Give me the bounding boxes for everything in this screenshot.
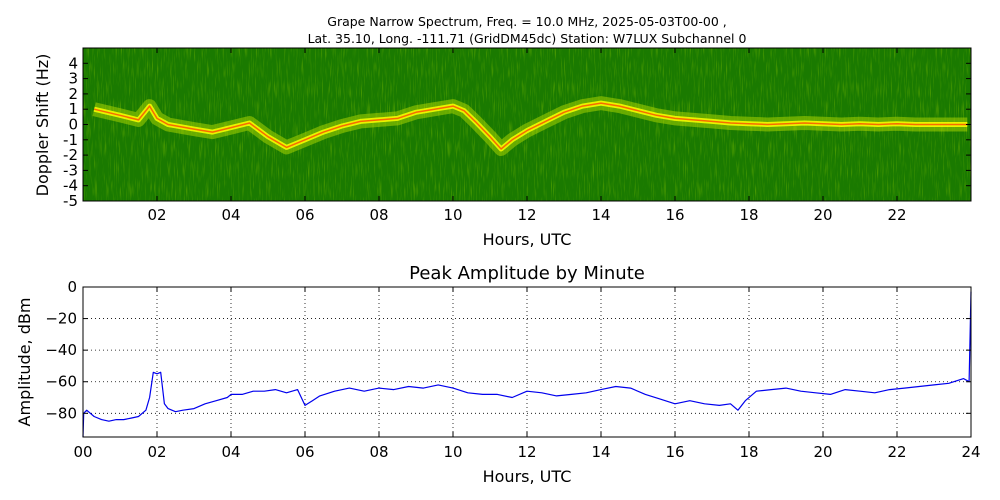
amplitude-x-tick-label: 18 — [739, 443, 758, 461]
spectrogram-y-tick-label: 3 — [68, 70, 78, 88]
spectrogram-x-ticks: 02 04 06 08 10 12 14 16 18 20 22 — [147, 48, 907, 224]
amplitude-x-tick-label: 12 — [517, 443, 536, 461]
amplitude-y-tick-label: −60 — [45, 373, 77, 391]
spectrogram-y-tick-label: -1 — [63, 131, 78, 149]
amplitude-panel: 00 02 04 06 08 10 12 14 16 18 20 22 24 0 −20 −40 −60 −80… — [15, 278, 981, 486]
amplitude-y-label: Amplitude, dBm — [15, 298, 34, 427]
amplitude-x-ticks: 00 02 04 06 08 10 12 14 16 18 20 22 24 — [73, 287, 981, 461]
amplitude-x-tick-label: 20 — [813, 443, 832, 461]
amplitude-x-tick-label: 14 — [591, 443, 610, 461]
amplitude-x-tick-label: 24 — [961, 443, 980, 461]
spectrogram-x-tick-label: 18 — [739, 206, 758, 224]
amplitude-series — [82, 291, 972, 438]
amplitude-x-label: Hours, UTC — [483, 467, 572, 486]
spectrogram-title: Grape Narrow Spectrum, Freq. = 10.0 MHz,… — [83, 13, 971, 47]
amplitude-x-tick-label: 16 — [665, 443, 684, 461]
amplitude-x-tick-label: 08 — [369, 443, 388, 461]
spectrogram-doppler-trace — [92, 96, 968, 156]
doppler-trace-peak — [93, 102, 968, 150]
amplitude-series-line — [82, 291, 972, 438]
spectrogram-x-tick-label: 02 — [147, 206, 166, 224]
spectrogram-y-tick-label: -4 — [63, 177, 78, 195]
amplitude-x-tick-label: 06 — [295, 443, 314, 461]
amplitude-x-tick-label: 22 — [887, 443, 906, 461]
spectrogram-x-tick-label: 16 — [665, 206, 684, 224]
spectrogram-x-label: Hours, UTC — [483, 230, 572, 249]
amplitude-grid — [83, 287, 971, 437]
amplitude-x-tick-label: 02 — [147, 443, 166, 461]
amplitude-frame — [82, 286, 972, 438]
amplitude-y-tick-label: −80 — [45, 404, 77, 422]
spectrogram-x-tick-label: 06 — [295, 206, 314, 224]
amplitude-y-ticks: 0 −20 −40 −60 −80 — [45, 278, 971, 422]
spectrogram-y-tick-label: -3 — [63, 161, 78, 179]
spectrogram-y-tick-label: -2 — [63, 146, 78, 164]
spectrogram-y-tick-label: 4 — [68, 54, 78, 72]
amplitude-title: Peak Amplitude by Minute — [409, 263, 645, 284]
spectrogram-title-line2: Lat. 35.10, Long. -111.71 (GridDM45dc) S… — [307, 31, 747, 46]
spectrogram-x-tick-label: 08 — [369, 206, 388, 224]
amplitude-y-tick-label: −20 — [45, 310, 77, 328]
spectrogram-y-tick-label: 0 — [68, 116, 78, 134]
spectrogram-x-tick-label: 22 — [887, 206, 906, 224]
amplitude-x-tick-label: 10 — [443, 443, 462, 461]
spectrogram-y-label: Doppler Shift (Hz) — [33, 54, 52, 197]
amplitude-x-tick-label: 04 — [221, 443, 240, 461]
spectrogram-y-tick-label: 1 — [68, 100, 78, 118]
spectrogram-y-tick-label: -5 — [63, 192, 78, 210]
amplitude-y-tick-label: 0 — [67, 278, 77, 296]
spectrogram-x-tick-label: 12 — [517, 206, 536, 224]
spectrogram-x-tick-label: 10 — [443, 206, 462, 224]
spectrogram-y-tick-label: 2 — [68, 85, 78, 103]
spectrogram-x-tick-label: 04 — [221, 206, 240, 224]
amplitude-y-tick-label: −40 — [45, 341, 77, 359]
amplitude-x-tick-label: 00 — [73, 443, 92, 461]
spectrogram-x-tick-label: 14 — [591, 206, 610, 224]
spectrogram-x-tick-label: 20 — [813, 206, 832, 224]
spectrogram-title-line1: Grape Narrow Spectrum, Freq. = 10.0 MHz,… — [327, 14, 727, 29]
